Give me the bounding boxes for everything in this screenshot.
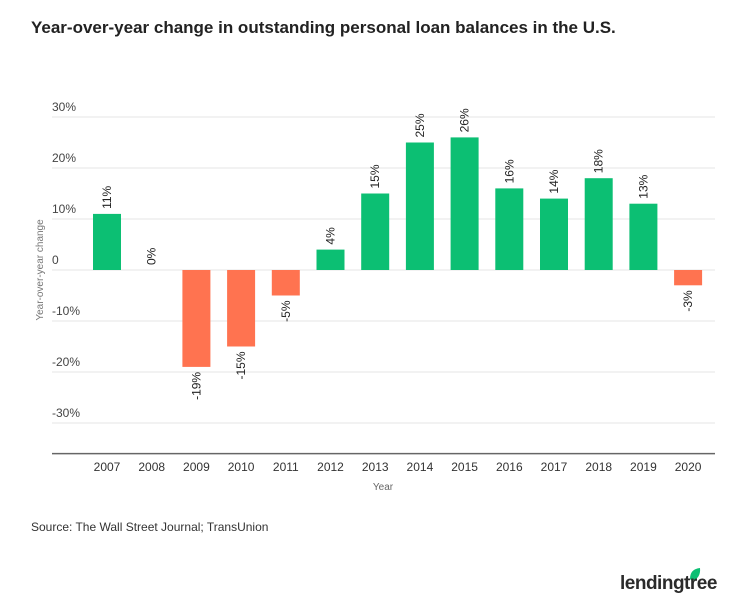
x-tick-label: 2010 <box>228 460 255 474</box>
bar <box>405 142 434 270</box>
svg-text:lendingtree: lendingtree <box>620 573 717 594</box>
y-tick-label: 20% <box>52 151 76 165</box>
data-label: 4% <box>324 227 338 245</box>
x-tick-label: 2007 <box>94 460 121 474</box>
leaf-icon <box>690 568 701 581</box>
x-tick-label: 2012 <box>317 460 344 474</box>
bar <box>540 198 568 270</box>
x-tick-label: 2014 <box>407 460 434 474</box>
y-tick-label: 0 <box>52 253 59 267</box>
data-label: 26% <box>458 108 472 132</box>
x-tick-label: 2020 <box>675 460 702 474</box>
bar <box>271 270 300 296</box>
x-tick-label: 2008 <box>138 460 165 474</box>
bar <box>182 270 211 367</box>
data-label: -19% <box>189 372 203 400</box>
bar <box>361 193 390 270</box>
data-label: 11% <box>100 185 114 208</box>
data-label: 0% <box>145 247 159 265</box>
chart-title: Year-over-year change in outstanding per… <box>31 18 616 37</box>
data-label: 16% <box>502 159 516 183</box>
y-tick-label: -10% <box>52 304 80 318</box>
y-tick-label: -20% <box>52 355 80 369</box>
x-tick-label: 2016 <box>496 460 523 474</box>
data-label: 25% <box>413 113 427 137</box>
data-label: 13% <box>636 174 650 198</box>
x-tick-label: 2009 <box>183 460 210 474</box>
data-label: 14% <box>547 169 561 193</box>
x-tick-label: 2017 <box>541 460 568 474</box>
lendingtree-logo: lendingtree <box>620 565 730 600</box>
y-tick-label: -30% <box>52 406 80 420</box>
bar <box>674 270 703 286</box>
y-tick-label: 30% <box>52 100 76 114</box>
bar <box>584 178 613 270</box>
data-label: 15% <box>368 164 382 188</box>
data-label: -3% <box>681 290 695 312</box>
x-tick-label: 2015 <box>451 460 478 474</box>
bar <box>93 213 121 270</box>
bar <box>629 203 658 270</box>
source-note: Source: The Wall Street Journal; TransUn… <box>31 520 269 534</box>
bar <box>450 137 479 270</box>
x-tick-label: 2018 <box>585 460 612 474</box>
data-label: 18% <box>592 149 606 173</box>
bar <box>495 188 524 270</box>
data-label: -15% <box>234 351 248 379</box>
x-tick-label: 2011 <box>273 460 299 474</box>
y-tick-label: 10% <box>52 202 76 216</box>
bar <box>316 249 345 270</box>
x-axis-label: Year <box>373 482 394 493</box>
y-axis-label: Year-over-year change <box>35 219 46 321</box>
bar <box>227 270 256 347</box>
x-tick-label: 2019 <box>630 460 657 474</box>
x-tick-label: 2013 <box>362 460 389 474</box>
data-label: -5% <box>279 300 293 322</box>
